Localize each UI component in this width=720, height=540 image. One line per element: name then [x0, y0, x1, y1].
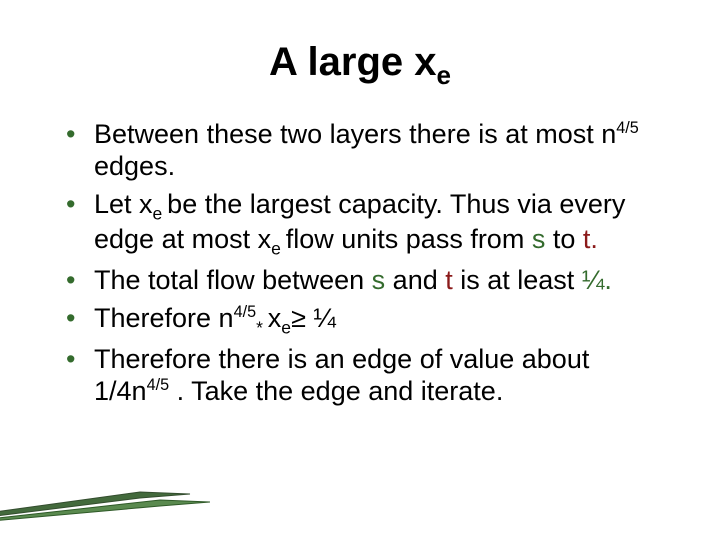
text-run: . — [604, 265, 612, 295]
list-item: Therefore there is an edge of value abou… — [60, 344, 670, 408]
text-run: 4/5 — [234, 303, 257, 321]
text-run: The total flow between — [94, 265, 372, 295]
text-run: and — [385, 265, 445, 295]
bullet-list: Between these two layers there is at mos… — [50, 119, 670, 408]
text-run: ≥ ¼ — [291, 303, 336, 333]
text-run: ¼ — [582, 265, 605, 295]
text-run: . — [590, 224, 598, 254]
list-item: The total flow between s and t is at lea… — [60, 265, 670, 297]
text-run: 4/5 — [616, 119, 639, 137]
text-run: 4/5 — [147, 376, 170, 394]
text-run: t — [445, 265, 453, 295]
list-item: Let xe be the largest capacity. Thus via… — [60, 189, 670, 259]
text-run: e — [281, 317, 291, 337]
text-run: x — [268, 303, 282, 333]
text-run: e — [271, 238, 286, 258]
text-run: flow units pass from — [286, 224, 532, 254]
text-run: * — [256, 317, 268, 337]
text-run: edges. — [94, 151, 175, 181]
list-item: Therefore n4/5* xe≥ ¼ — [60, 303, 670, 338]
text-run: . Take the edge and iterate. — [169, 376, 503, 406]
corner-decoration-icon — [0, 482, 210, 522]
text-run: e — [153, 203, 168, 223]
text-run: Between these two layers there is at mos… — [94, 119, 616, 149]
title-text: A large x — [269, 40, 436, 84]
slide: A large xe Between these two layers ther… — [0, 0, 720, 540]
text-run: is at least — [453, 265, 582, 295]
text-run: Therefore n — [94, 303, 234, 333]
text-run: s — [532, 224, 546, 254]
list-item: Between these two layers there is at mos… — [60, 119, 670, 183]
title-sub: e — [437, 60, 451, 90]
text-run: Let x — [94, 189, 153, 219]
text-run: s — [372, 265, 386, 295]
slide-title: A large xe — [50, 40, 670, 91]
text-run: to — [545, 224, 583, 254]
